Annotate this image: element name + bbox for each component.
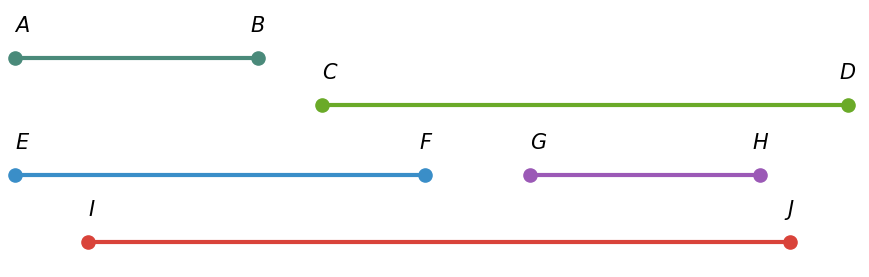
Text: I: I [88,200,94,220]
Text: C: C [322,63,336,83]
Text: A: A [15,16,30,36]
Point [841,103,855,107]
Text: H: H [753,133,768,153]
Point [523,173,537,177]
Point [315,103,329,107]
Text: E: E [15,133,29,153]
Point [251,56,265,60]
Text: F: F [419,133,431,153]
Text: D: D [840,63,856,83]
Point [418,173,432,177]
Point [783,240,797,244]
Text: J: J [787,200,793,220]
Text: G: G [530,133,546,153]
Text: B: B [251,16,265,36]
Point [753,173,767,177]
Point [8,173,22,177]
Point [81,240,95,244]
Point [8,56,22,60]
